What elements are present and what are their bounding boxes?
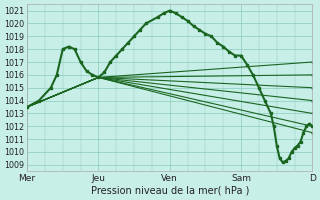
X-axis label: Pression niveau de la mer( hPa ): Pression niveau de la mer( hPa ) [91,186,249,196]
